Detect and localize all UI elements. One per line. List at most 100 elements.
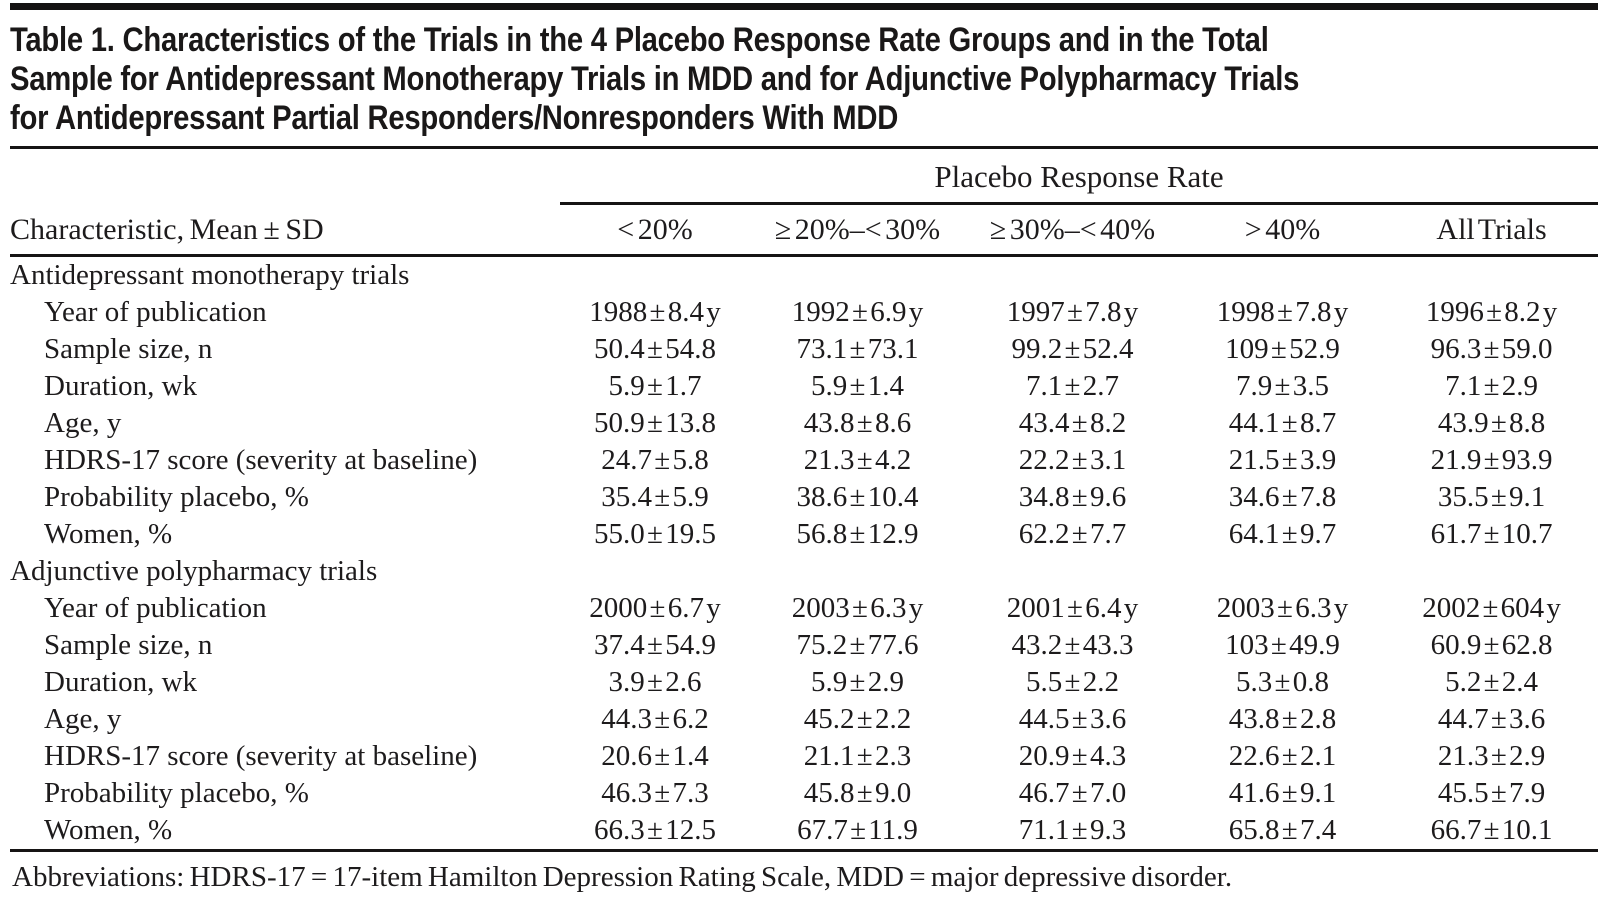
value-cell: 2000 ± 6.7 y xyxy=(589,592,721,624)
table-row: Sample size, n 37.4 ± 54.9 75.2 ± 77.6 4… xyxy=(10,627,1598,664)
section-header-row: Adjunctive polypharmacy trials xyxy=(10,553,1598,590)
value-cell: 96.3 ± 59.0 xyxy=(1430,333,1553,365)
value-cell: 5.9 ± 1.7 xyxy=(608,370,702,402)
value-cell: 109 ± 52.9 xyxy=(1225,333,1340,365)
col-header-30to40: ≥ 30%–< 40% xyxy=(965,203,1180,257)
table-row: Duration, wk 3.9 ± 2.6 5.9 ± 2.9 5.5 ± 2… xyxy=(10,664,1598,701)
col-header-gt40: > 40% xyxy=(1180,203,1385,257)
value-cell: 1996 ± 8.2 y xyxy=(1425,296,1558,328)
row-label: Duration, wk xyxy=(44,370,198,402)
section-label-adjunctive: Adjunctive polypharmacy trials xyxy=(10,555,378,587)
value-cell: 3.9 ± 2.6 xyxy=(608,666,702,698)
value-cell: 55.0 ± 19.5 xyxy=(594,518,716,550)
table-title-line-1: Table 1. Characteristics of the Trials i… xyxy=(10,21,1269,59)
value-cell: 35.5 ± 9.1 xyxy=(1437,481,1546,513)
column-header-row: Characteristic, Mean ± SD < 20% ≥ 20%–< … xyxy=(10,203,1598,257)
value-cell: 21.3 ± 2.9 xyxy=(1437,740,1546,772)
value-cell: 34.6 ± 7.8 xyxy=(1228,481,1337,513)
value-cell: 45.2 ± 2.2 xyxy=(803,703,912,735)
value-cell: 21.9 ± 93.9 xyxy=(1430,444,1553,476)
row-label: HDRS-17 score (severity at baseline) xyxy=(44,444,478,476)
value-cell: 45.5 ± 7.9 xyxy=(1437,777,1546,809)
value-cell: 1988 ± 8.4 y xyxy=(589,296,721,328)
table-row: Age, y 44.3 ± 6.2 45.2 ± 2.2 44.5 ± 3.6 … xyxy=(10,701,1598,738)
value-cell: 43.8 ± 2.8 xyxy=(1228,703,1337,735)
value-cell: 5.2 ± 2.4 xyxy=(1445,666,1538,698)
journal-table-page: Table 1. Characteristics of the Trials i… xyxy=(10,3,1598,897)
value-cell: 65.8 ± 7.4 xyxy=(1228,814,1337,846)
value-cell: 66.3 ± 12.5 xyxy=(594,814,716,846)
value-cell: 71.1 ± 9.3 xyxy=(1018,814,1127,846)
spanner-row: Placebo Response Rate xyxy=(10,149,1598,205)
section-header-row: Antidepressant monotherapy trials xyxy=(10,256,1598,295)
value-cell: 44.7 ± 3.6 xyxy=(1437,703,1546,735)
value-cell: 1997 ± 7.8 y xyxy=(1006,296,1139,328)
value-cell: 44.5 ± 3.6 xyxy=(1018,703,1127,735)
title-separator-rule xyxy=(10,146,1598,149)
row-label: Sample size, n xyxy=(44,629,213,661)
value-cell: 67.7 ± 11.9 xyxy=(797,814,918,846)
value-cell: 41.6 ± 9.1 xyxy=(1228,777,1337,809)
value-cell: 7.1 ± 2.9 xyxy=(1445,370,1538,402)
value-cell: 37.4 ± 54.9 xyxy=(594,629,716,661)
value-cell: 50.9 ± 13.8 xyxy=(594,407,716,439)
value-cell: 7.9 ± 3.5 xyxy=(1236,370,1329,402)
row-label: Age, y xyxy=(44,407,122,439)
table-title-line-2: Sample for Antidepressant Monotherapy Tr… xyxy=(10,60,1300,98)
value-cell: 64.1 ± 9.7 xyxy=(1228,518,1337,550)
top-rule xyxy=(10,3,1598,10)
value-cell: 46.3 ± 7.3 xyxy=(601,777,709,809)
value-cell: 62.2 ± 7.7 xyxy=(1018,518,1127,550)
value-cell: 38.6 ± 10.4 xyxy=(796,481,919,513)
spanner-spacer xyxy=(10,149,560,204)
value-cell: 20.9 ± 4.3 xyxy=(1018,740,1127,772)
value-cell: 43.4 ± 8.2 xyxy=(1018,407,1127,439)
value-cell: 5.5 ± 2.2 xyxy=(1026,666,1119,698)
value-cell: 2002 ± 604 y xyxy=(1422,592,1561,624)
value-cell: 21.3 ± 4.2 xyxy=(803,444,912,476)
value-cell: 1992 ± 6.9 y xyxy=(791,296,924,328)
table-row: HDRS-17 score (severity at baseline) 20.… xyxy=(10,738,1598,775)
value-cell: 2003 ± 6.3 y xyxy=(791,592,924,624)
value-cell: 60.9 ± 62.8 xyxy=(1430,629,1553,661)
table-row: Duration, wk 5.9 ± 1.7 5.9 ± 1.4 7.1 ± 2… xyxy=(10,368,1598,405)
value-cell: 5.3 ± 0.8 xyxy=(1236,666,1329,698)
abbreviations-footnote: Abbreviations: HDRS-17 = 17-item Hamilto… xyxy=(10,849,1598,897)
table-row: Probability placebo, % 35.4 ± 5.9 38.6 ±… xyxy=(10,479,1598,516)
table-row: Women, % 55.0 ± 19.5 56.8 ± 12.9 62.2 ± … xyxy=(10,516,1598,553)
row-label: Probability placebo, % xyxy=(44,481,309,513)
value-cell: 24.7 ± 5.8 xyxy=(601,444,709,476)
characteristics-table: Placebo Response Rate Characteristic, Me… xyxy=(10,149,1598,849)
value-cell: 43.2 ± 43.3 xyxy=(1011,629,1134,661)
col-header-characteristic: Characteristic, Mean ± SD xyxy=(10,203,560,257)
value-cell: 5.9 ± 1.4 xyxy=(811,370,904,402)
value-cell: 1998 ± 7.8 y xyxy=(1216,296,1349,328)
table-row: Probability placebo, % 46.3 ± 7.3 45.8 ±… xyxy=(10,775,1598,812)
value-cell: 20.6 ± 1.4 xyxy=(601,740,709,772)
value-cell: 50.4 ± 54.8 xyxy=(594,333,716,365)
table-row: Age, y 50.9 ± 13.8 43.8 ± 8.6 43.4 ± 8.2… xyxy=(10,405,1598,442)
col-header-all-trials: All Trials xyxy=(1385,203,1598,257)
value-cell: 35.4 ± 5.9 xyxy=(601,481,709,513)
table-row: Year of publication 1988 ± 8.4 y 1992 ± … xyxy=(10,294,1598,331)
value-cell: 22.2 ± 3.1 xyxy=(1018,444,1127,476)
row-label: Age, y xyxy=(44,703,122,735)
col-header-20to30: ≥ 20%–< 30% xyxy=(750,203,965,257)
table-row: Sample size, n 50.4 ± 54.8 73.1 ± 73.1 9… xyxy=(10,331,1598,368)
table-row: HDRS-17 score (severity at baseline) 24.… xyxy=(10,442,1598,479)
row-label: Women, % xyxy=(44,518,173,550)
value-cell: 103 ± 49.9 xyxy=(1225,629,1340,661)
value-cell: 99.2 ± 52.4 xyxy=(1011,333,1134,365)
table-title: Table 1. Characteristics of the Trials i… xyxy=(10,21,1598,138)
row-label: HDRS-17 score (severity at baseline) xyxy=(44,740,478,772)
value-cell: 5.9 ± 2.9 xyxy=(811,666,904,698)
value-cell: 21.1 ± 2.3 xyxy=(803,740,912,772)
value-cell: 44.3 ± 6.2 xyxy=(601,703,709,735)
row-label: Year of publication xyxy=(44,592,267,624)
value-cell: 44.1 ± 8.7 xyxy=(1228,407,1337,439)
value-cell: 21.5 ± 3.9 xyxy=(1228,444,1337,476)
value-cell: 2001 ± 6.4 y xyxy=(1006,592,1139,624)
row-label: Sample size, n xyxy=(44,333,213,365)
value-cell: 75.2 ± 77.6 xyxy=(796,629,919,661)
value-cell: 66.7 ± 10.1 xyxy=(1430,814,1553,846)
